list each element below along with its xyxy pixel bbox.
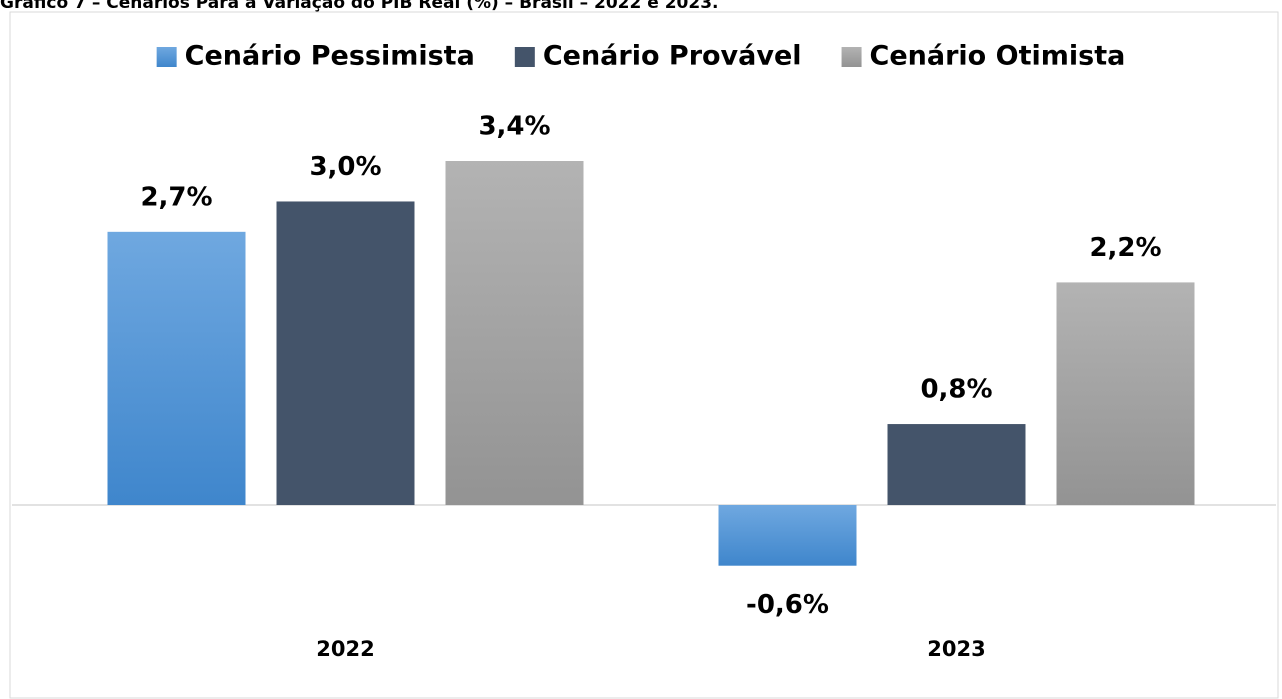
value-label: 3,4%	[478, 112, 550, 142]
bar	[718, 505, 857, 566]
x-tick-label: 2022	[316, 637, 374, 661]
value-label: 3,0%	[309, 152, 381, 182]
bar	[887, 424, 1026, 505]
bar	[107, 231, 246, 505]
legend-label: Cenário Otimista	[870, 41, 1126, 72]
value-label: 2,7%	[140, 182, 212, 212]
chart-title: Gráfico 7 – Cenários Para a Variação do …	[0, 0, 718, 13]
x-tick-label: 2023	[927, 637, 985, 661]
legend-label: Cenário Pessimista	[185, 41, 475, 72]
bar	[276, 201, 415, 505]
legend-swatch	[514, 47, 535, 67]
value-label: 0,8%	[920, 375, 992, 405]
bar	[445, 161, 584, 505]
bar	[1056, 282, 1195, 505]
legend-label: Cenário Provável	[543, 41, 802, 72]
value-label: 2,2%	[1089, 233, 1161, 263]
legend-swatch	[841, 47, 862, 67]
legend-swatch	[156, 47, 177, 67]
value-label: -0,6%	[746, 590, 829, 620]
